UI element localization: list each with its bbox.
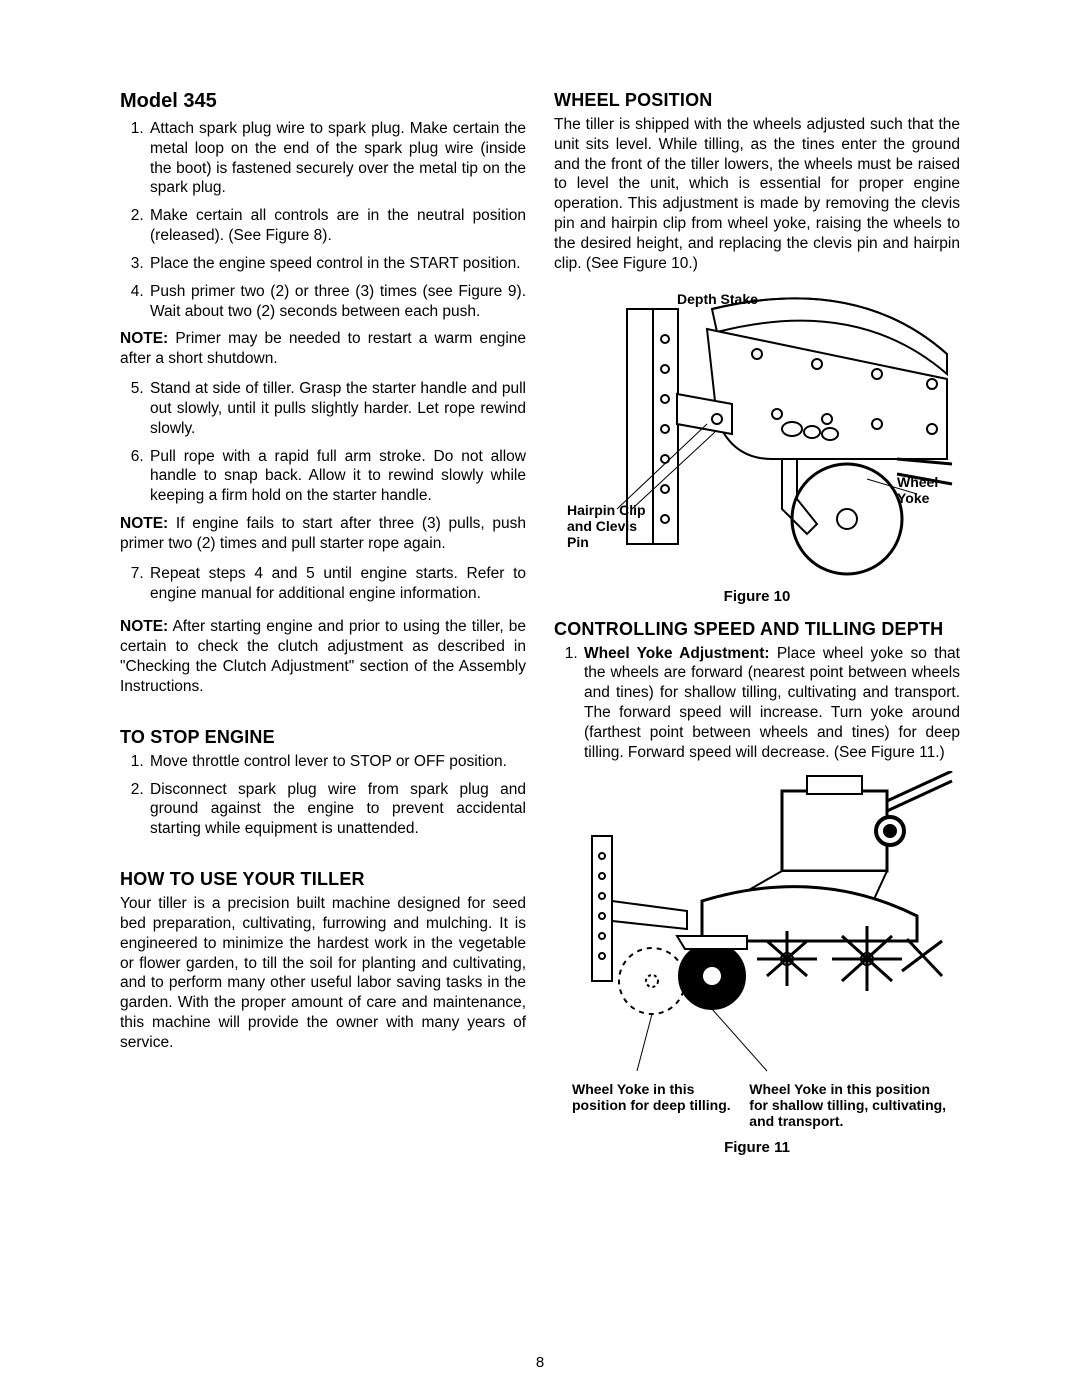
step-item: Wheel Yoke Adjustment: Place wheel yoke … xyxy=(582,644,960,763)
note-prefix: NOTE: xyxy=(120,618,168,635)
wheel-position-body: The tiller is shipped with the wheels ad… xyxy=(554,115,960,274)
note-prefix: NOTE: xyxy=(120,330,168,347)
speed-steps: Wheel Yoke Adjustment: Place wheel yoke … xyxy=(554,644,960,763)
figure-10-caption: Figure 10 xyxy=(554,588,960,605)
fig10-yoke-label: Wheel Yoke xyxy=(897,474,957,506)
note-text: If engine fails to start after three (3)… xyxy=(120,515,526,552)
step-rest: Place wheel yoke so that the wheels are … xyxy=(584,645,960,761)
figure-10: Depth Stake Hairpin Clip and Clevis Pin … xyxy=(554,284,960,605)
wheel-position-heading: Wheel Position xyxy=(554,90,960,111)
note-2: NOTE: If engine fails to start after thr… xyxy=(120,514,526,554)
stop-engine-heading: To Stop Engine xyxy=(120,727,526,748)
step-item: Place the engine speed control in the ST… xyxy=(148,254,526,274)
fig10-depth-label: Depth Stake xyxy=(677,291,758,307)
model-steps-b: Stand at side of tiller. Grasp the start… xyxy=(120,379,526,506)
figure-11-caption: Figure 11 xyxy=(554,1139,960,1156)
page-content: Model 345 Attach spark plug wire to spar… xyxy=(120,90,960,1160)
figure-11-svg xyxy=(557,771,957,1081)
figure-10-svg: Depth Stake Hairpin Clip and Clevis Pin … xyxy=(557,284,957,584)
left-column: Model 345 Attach spark plug wire to spar… xyxy=(120,90,526,1160)
right-column: Wheel Position The tiller is shipped wit… xyxy=(554,90,960,1160)
note-text: Primer may be needed to restart a warm e… xyxy=(120,330,526,367)
use-tiller-heading: How To Use Your Tiller xyxy=(120,869,526,890)
stop-steps: Move throttle control lever to STOP or O… xyxy=(120,752,526,839)
model-steps-a: Attach spark plug wire to spark plug. Ma… xyxy=(120,119,526,321)
note-1: NOTE: Primer may be needed to restart a … xyxy=(120,329,526,369)
page-number: 8 xyxy=(0,1354,1080,1371)
step-item: Pull rope with a rapid full arm stroke. … xyxy=(148,447,526,506)
step-item: Push primer two (2) or three (3) times (… xyxy=(148,282,526,322)
model-heading: Model 345 xyxy=(120,90,526,113)
note-prefix: NOTE: xyxy=(120,515,168,532)
step-prefix: Wheel Yoke Adjustment: xyxy=(584,645,770,662)
fig11-deep-label: Wheel Yoke in this position for deep til… xyxy=(572,1081,731,1129)
note-3: NOTE: After starting engine and prior to… xyxy=(120,617,526,696)
fig10-hairpin-label: Hairpin Clip and Clevis Pin xyxy=(567,502,657,550)
model-steps-c: Repeat steps 4 and 5 until engine starts… xyxy=(120,564,526,604)
step-item: Move throttle control lever to STOP or O… xyxy=(148,752,526,772)
step-item: Attach spark plug wire to spark plug. Ma… xyxy=(148,119,526,198)
use-tiller-body: Your tiller is a precision built machine… xyxy=(120,894,526,1053)
fig11-shallow-label: Wheel Yoke in this position for shallow … xyxy=(749,1081,952,1129)
step-item: Repeat steps 4 and 5 until engine starts… xyxy=(148,564,526,604)
step-item: Stand at side of tiller. Grasp the start… xyxy=(148,379,526,438)
step-item: Disconnect spark plug wire from spark pl… xyxy=(148,780,526,839)
step-item: Make certain all controls are in the neu… xyxy=(148,206,526,246)
speed-depth-heading: Controlling Speed And Tilling Depth xyxy=(554,619,960,640)
note-text: After starting engine and prior to using… xyxy=(120,618,526,694)
figure-11: Wheel Yoke in this position for deep til… xyxy=(554,771,960,1156)
